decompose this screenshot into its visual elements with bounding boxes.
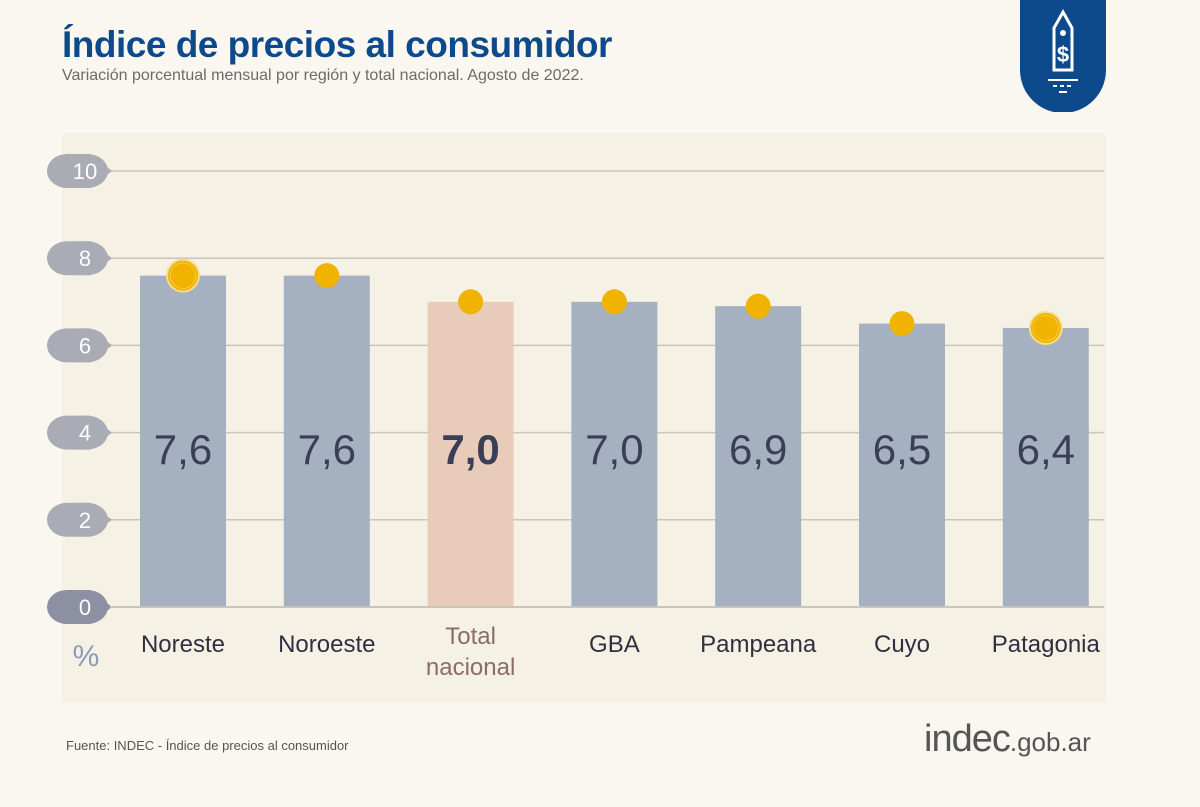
brand-suffix: .gob.ar bbox=[1009, 727, 1091, 757]
page-title: Índice de precios al consumidor bbox=[62, 24, 612, 65]
value-marker bbox=[601, 289, 627, 315]
page-subtitle: Variación porcentual mensual por región … bbox=[62, 67, 584, 84]
value-marker bbox=[170, 263, 196, 289]
marker-ring-outline bbox=[168, 260, 198, 291]
y-tick-label: 10 bbox=[73, 159, 97, 184]
x-tick-label: Noreste bbox=[141, 631, 225, 658]
data-label: 7,0 bbox=[585, 426, 643, 473]
y-tick-bubble-body bbox=[66, 502, 108, 537]
x-tick-label: Patagonia bbox=[992, 631, 1101, 658]
y-tick-label: 8 bbox=[79, 246, 91, 271]
indec-brand: indec.gob.ar bbox=[924, 718, 1091, 761]
bar-cuyo bbox=[859, 323, 945, 607]
price-tag-dollar-icon: $ bbox=[1020, 0, 1106, 112]
bar-patagonia bbox=[1002, 327, 1089, 607]
value-marker bbox=[745, 293, 771, 319]
brand-main: indec bbox=[924, 718, 1011, 760]
bar-total-nacional bbox=[427, 301, 514, 607]
data-label: 6,4 bbox=[1017, 426, 1075, 473]
value-marker bbox=[1033, 315, 1059, 341]
bar-noroeste bbox=[283, 275, 370, 607]
y-tick-bubble-body bbox=[66, 415, 108, 450]
y-tick-label: 2 bbox=[79, 508, 91, 533]
value-marker bbox=[458, 289, 484, 315]
y-tick-bubble-body bbox=[66, 154, 108, 188]
bar-pampeana bbox=[715, 306, 802, 607]
source-note: Fuente: INDEC - Índice de precios al con… bbox=[66, 738, 349, 753]
value-marker bbox=[314, 263, 340, 289]
bar-noreste bbox=[140, 275, 226, 607]
y-tick-label: 4 bbox=[79, 421, 91, 446]
y-tick-bubble-body bbox=[66, 241, 108, 276]
x-tick-label: Noroeste bbox=[278, 631, 375, 658]
x-tick-label: Total bbox=[445, 623, 496, 650]
data-label: 7,6 bbox=[154, 426, 212, 473]
y-tick-bubble-body bbox=[66, 328, 108, 363]
y-tick-label: 0 bbox=[79, 595, 91, 620]
x-tick-label: Cuyo bbox=[874, 631, 930, 658]
marker-ring-outline bbox=[1030, 312, 1061, 343]
data-label: 6,9 bbox=[729, 426, 787, 473]
svg-text:$: $ bbox=[1057, 42, 1069, 67]
data-label: 7,0 bbox=[441, 426, 499, 473]
data-label: 7,6 bbox=[298, 426, 356, 473]
data-label: 6,5 bbox=[873, 426, 931, 473]
y-tick-label: 6 bbox=[79, 333, 91, 358]
x-tick-label: GBA bbox=[589, 631, 640, 658]
value-marker bbox=[889, 311, 915, 337]
y-tick-bubble-body bbox=[66, 590, 108, 624]
x-tick-label: Pampeana bbox=[700, 631, 817, 658]
y-axis-unit: % bbox=[73, 640, 100, 673]
x-tick-label: nacional bbox=[426, 654, 515, 681]
bar-gba bbox=[571, 301, 658, 607]
